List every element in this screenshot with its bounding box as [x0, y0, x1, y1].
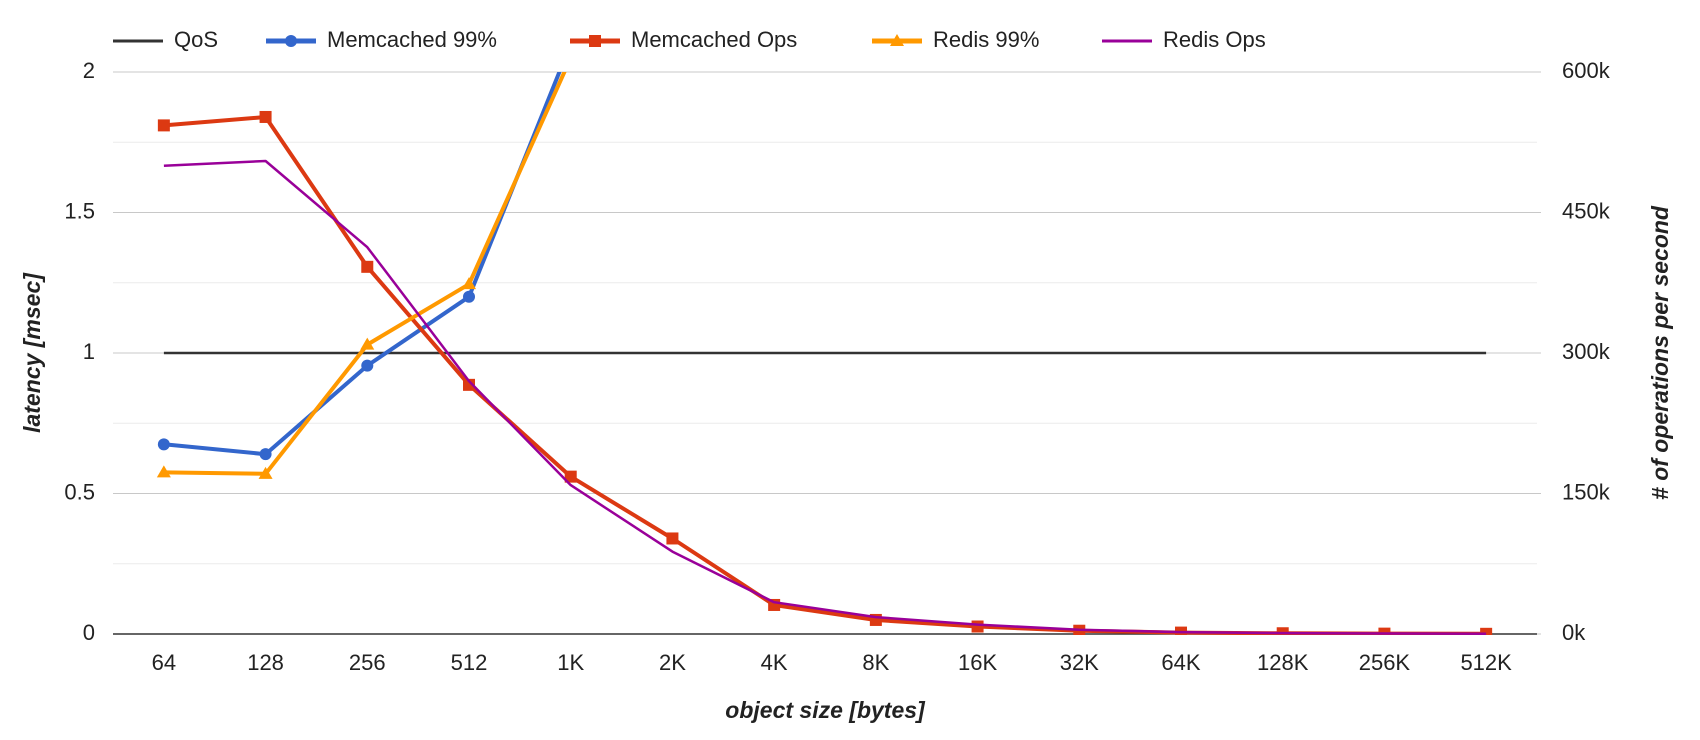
legend-label: QoS	[174, 27, 218, 52]
point	[1276, 627, 1289, 635]
y2-tick-label: 600k	[1562, 58, 1611, 83]
x-tick-label: 512	[451, 650, 488, 675]
x-tick-label: 128	[247, 650, 284, 675]
y-tick-label: 0.5	[64, 479, 95, 504]
point	[360, 337, 375, 350]
point	[156, 465, 171, 478]
point	[259, 448, 272, 461]
plot-area	[156, 51, 1493, 635]
legend-label: Memcached 99%	[327, 27, 497, 52]
y-tick-label: 0	[83, 620, 95, 645]
legend-label: Memcached Ops	[631, 27, 797, 52]
y2-tick-label: 150k	[1562, 479, 1611, 504]
x-tick-label: 16K	[958, 650, 997, 675]
point	[1175, 626, 1187, 635]
x-tick-label: 64	[152, 650, 176, 675]
point	[258, 466, 273, 479]
point	[971, 620, 984, 633]
point	[361, 260, 374, 273]
x-tick-label: 4K	[761, 650, 788, 675]
y-axis-label: latency [msec]	[19, 272, 45, 433]
y-tick-label: 2	[83, 58, 95, 83]
x-tick-label: 64K	[1161, 650, 1200, 675]
x-tick-label: 2K	[659, 650, 686, 675]
x-tick-label: 256K	[1359, 650, 1411, 675]
point	[463, 378, 475, 391]
y2-tick-label: 450k	[1562, 198, 1611, 223]
y-tick-label: 1	[83, 339, 95, 364]
point	[157, 438, 170, 451]
legend-marker	[890, 34, 904, 46]
x-tick-label: 256	[349, 650, 386, 675]
x-tick-label: 512K	[1460, 650, 1512, 675]
point	[462, 277, 476, 290]
point	[666, 532, 679, 545]
series-line	[163, 159, 1487, 635]
series-line	[163, 115, 1487, 635]
point	[564, 51, 578, 63]
legend-marker	[285, 35, 297, 47]
x-tick-label: 1K	[557, 650, 584, 675]
y2-tick-label: 0k	[1562, 620, 1586, 645]
point	[564, 470, 577, 483]
legend-label: Redis Ops	[1163, 27, 1266, 52]
point	[259, 110, 272, 123]
point	[1480, 627, 1493, 635]
point	[361, 359, 374, 372]
point	[463, 290, 475, 303]
x-axis-label: object size [bytes]	[725, 697, 926, 723]
x-tick-label: 128K	[1257, 650, 1309, 675]
y-tick-label: 1.5	[64, 198, 95, 223]
legend-label: Redis 99%	[933, 27, 1039, 52]
x-tick-label: 8K	[862, 650, 889, 675]
y2-axis-label: # of operations per second	[1647, 205, 1673, 500]
y2-tick-label: 300k	[1562, 339, 1611, 364]
legend-marker	[589, 35, 601, 47]
x-tick-label: 32K	[1060, 650, 1099, 675]
point	[1378, 627, 1391, 635]
point	[157, 119, 170, 132]
